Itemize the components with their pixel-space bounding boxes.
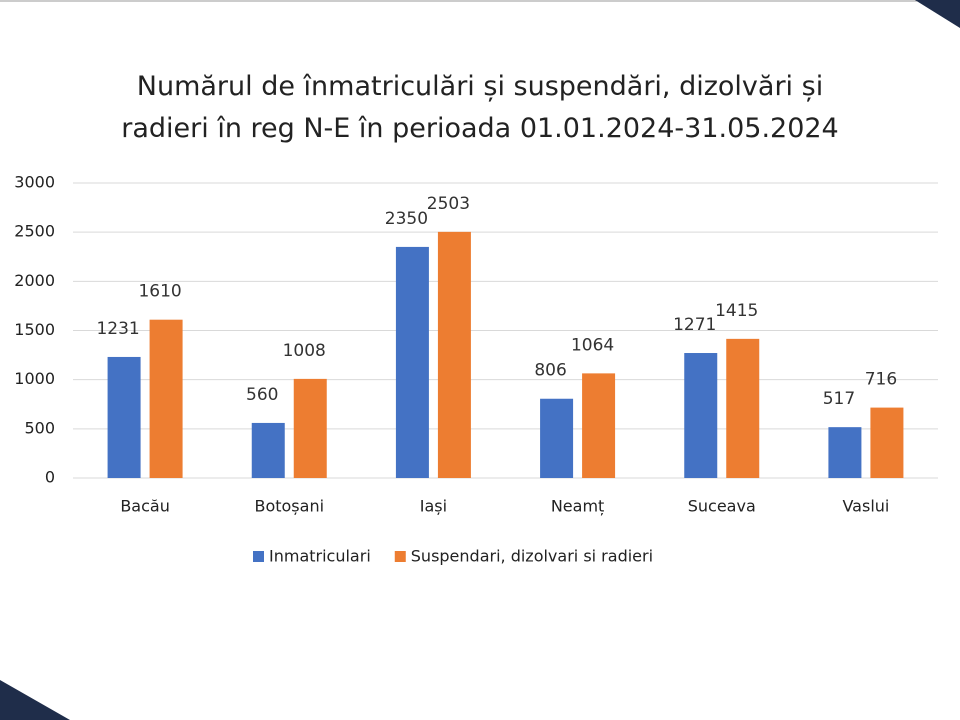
corner-decoration (0, 680, 70, 720)
value-label: 1271 (673, 315, 716, 335)
bar (828, 427, 862, 478)
y-tick-label: 1000 (14, 369, 55, 388)
value-label: 1008 (283, 341, 326, 361)
value-label: 1064 (571, 335, 614, 355)
value-label: 1231 (96, 319, 139, 339)
corner-decoration (915, 0, 960, 28)
x-tick-label: Bacău (120, 497, 170, 516)
x-tick-label: Botoșani (254, 497, 324, 516)
bar (293, 378, 327, 478)
x-tick-label: Vaslui (842, 497, 889, 516)
value-label: 560 (246, 385, 278, 405)
bar (684, 353, 718, 478)
x-tick-label: Suceava (688, 497, 756, 516)
bar (540, 398, 574, 478)
y-tick-label: 2500 (14, 222, 55, 241)
value-label: 806 (534, 361, 566, 381)
bar (251, 422, 285, 478)
value-label: 2503 (427, 194, 470, 214)
y-tick-label: 3000 (14, 173, 55, 192)
value-label: 716 (865, 370, 897, 390)
chart-title: Numărul de înmatriculări și suspendări, … (121, 71, 839, 144)
y-tick-label: 500 (24, 418, 55, 437)
y-tick-label: 1500 (14, 320, 55, 339)
value-label: 1415 (715, 301, 758, 321)
legend-swatch (253, 551, 264, 562)
bar (726, 338, 760, 478)
value-label: 1610 (138, 282, 181, 302)
bar (395, 246, 429, 478)
legend-label: Inmatriculari (269, 547, 371, 566)
x-tick-label: Neamț (551, 497, 604, 516)
value-label: 2350 (385, 209, 428, 229)
x-tick-label: Iași (420, 497, 447, 516)
bar (582, 373, 616, 478)
bar (437, 231, 471, 478)
bar (149, 319, 183, 478)
legend-swatch (394, 551, 406, 562)
bar (107, 356, 141, 478)
value-label: 517 (823, 389, 855, 409)
bar (870, 407, 904, 478)
y-tick-label: 0 (45, 468, 55, 487)
y-tick-label: 2000 (14, 271, 55, 290)
legend-label: Suspendari, dizolvari si radieri (411, 547, 653, 566)
